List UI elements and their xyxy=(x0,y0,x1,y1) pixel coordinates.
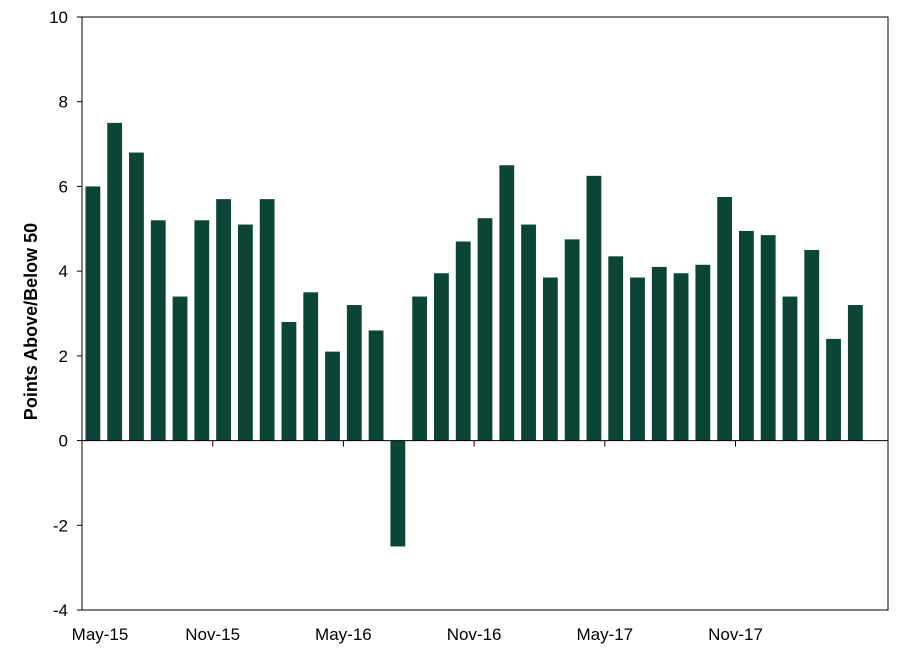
bar-Mar-17 xyxy=(564,239,580,441)
bar-Jun-15 xyxy=(107,122,123,441)
bar-Oct-15 xyxy=(194,220,210,441)
bar-Oct-17 xyxy=(717,197,733,441)
y-tick-label: -2 xyxy=(53,516,68,535)
bar-May-16 xyxy=(346,305,362,441)
y-tick-label: 10 xyxy=(49,8,68,27)
bar-series xyxy=(85,122,863,547)
y-tick-label: 8 xyxy=(59,93,68,112)
bar-Feb-18 xyxy=(804,249,820,441)
bar-Aug-16 xyxy=(412,296,428,441)
y-tick-label: 6 xyxy=(59,177,68,196)
bar-Sep-15 xyxy=(172,296,188,441)
bar-Jul-17 xyxy=(651,266,667,441)
bar-Jan-16 xyxy=(259,199,275,441)
x-tick-label: May-17 xyxy=(576,625,633,644)
x-axis-ticks: May-15 Nov-15 May-16 Nov-16 May-17 Nov-17 xyxy=(72,440,763,644)
bar-Jul-15 xyxy=(129,152,144,441)
y-tick-label: -4 xyxy=(53,601,68,620)
bar-Nov-15 xyxy=(216,199,231,441)
y-tick-label: 2 xyxy=(59,347,68,366)
x-tick-label: Nov-16 xyxy=(447,625,502,644)
bar-Apr-18 xyxy=(847,305,863,441)
bar-Sep-16 xyxy=(434,273,449,441)
bar-Dec-16 xyxy=(499,165,515,441)
bar-Mar-16 xyxy=(303,292,319,441)
y-tick-label: 4 xyxy=(59,262,68,281)
x-tick-label: May-16 xyxy=(315,625,372,644)
bar-Feb-17 xyxy=(542,277,558,441)
bar-Aug-15 xyxy=(150,220,166,441)
bar-May-17 xyxy=(608,256,624,441)
bar-Jan-17 xyxy=(521,224,536,441)
x-tick-label: Nov-15 xyxy=(185,625,240,644)
bar-Dec-17 xyxy=(760,235,776,441)
bar-Jun-16 xyxy=(368,330,384,441)
bar-Apr-16 xyxy=(325,351,340,441)
bar-Jun-17 xyxy=(630,277,645,441)
bar-Jul-16 xyxy=(390,440,406,547)
bar-Feb-16 xyxy=(281,321,297,441)
x-tick-label: May-15 xyxy=(72,625,129,644)
y-axis-title: Points Above/Below 50 xyxy=(21,223,41,420)
y-tick-label: 0 xyxy=(59,432,68,451)
x-tick-label: Nov-17 xyxy=(708,625,763,644)
bar-Sep-17 xyxy=(695,264,711,441)
y-axis-ticks: -4 -2 0 2 4 6 8 10 xyxy=(49,8,82,620)
bar-Nov-17 xyxy=(739,230,754,441)
bar-Aug-17 xyxy=(673,273,689,441)
bar-Jan-18 xyxy=(782,296,798,441)
bar-Mar-18 xyxy=(826,338,841,441)
bar-May-15 xyxy=(85,186,101,441)
bar-Oct-16 xyxy=(455,241,471,441)
bar-Nov-16 xyxy=(477,218,493,441)
bar-Apr-17 xyxy=(586,175,602,441)
bar-Dec-15 xyxy=(237,224,253,441)
